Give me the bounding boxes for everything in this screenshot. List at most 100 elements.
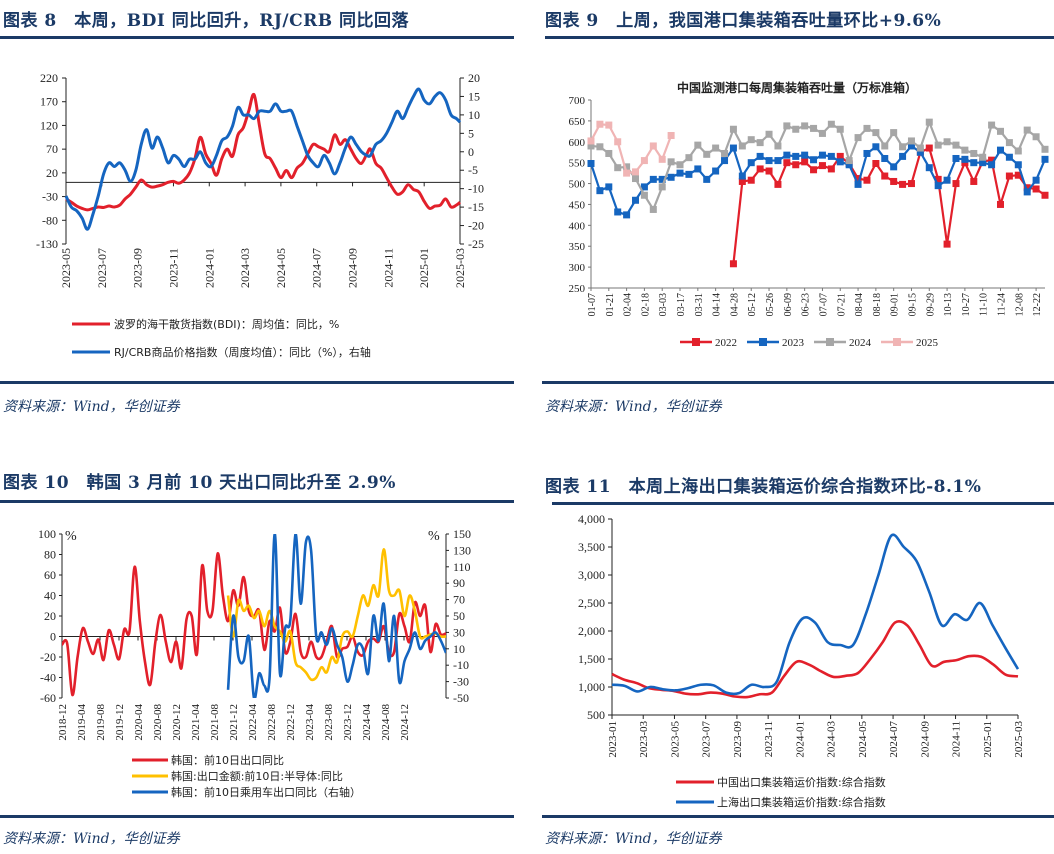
series-marker-2025	[596, 120, 604, 128]
series-marker-2023	[729, 144, 737, 152]
x-tick-label: 2024-07	[888, 721, 900, 758]
series-marker-2023	[988, 161, 996, 169]
right-tick-label: 5	[468, 126, 474, 140]
y-tick-label: 400	[569, 220, 586, 232]
series-marker-2022	[872, 160, 880, 168]
x-tick-label: 2024-09	[919, 721, 931, 758]
figure-11-title-rule	[552, 502, 1054, 505]
x-tick-label: 2024-01	[794, 721, 806, 758]
series-marker-2023	[685, 170, 693, 178]
right-tick-label: 70	[453, 593, 465, 607]
x-tick-label: 2024-03	[238, 248, 252, 288]
series-marker-2023	[952, 154, 960, 162]
series-marker-2022	[952, 180, 960, 188]
series-marker-2024	[667, 158, 675, 166]
left-tick-label: 100	[38, 527, 56, 541]
right-tick-label: -10	[453, 658, 469, 672]
x-tick-label: 12-22	[1032, 293, 1043, 316]
series-marker-2023	[810, 156, 818, 164]
series-marker-2023	[1005, 153, 1013, 161]
x-tick-label: 2023-05	[669, 721, 681, 758]
series-marker-2023	[605, 183, 613, 191]
left-tick-label: -60	[40, 691, 56, 705]
figure-8-chart: -130 -80 -30 20 70 120 170 220 -25 -20 -15 -10 -5 0 5 1…	[36, 71, 484, 288]
series-marker-2022	[783, 159, 791, 167]
x-tick-label: 2025-01	[417, 248, 431, 288]
legend-label: 2022	[715, 337, 737, 349]
series-line-2025	[590, 123, 673, 175]
legend-label: 韩国:出口金额:前10日:半导体:同比	[171, 769, 343, 783]
series-marker-2024	[729, 125, 737, 133]
figure-10-footer-rule	[0, 815, 514, 818]
right-tick-label: -30	[453, 675, 469, 689]
series-marker-2023	[836, 158, 844, 166]
series-marker-2022	[774, 180, 782, 188]
right-tick-label: 130	[453, 543, 471, 557]
right-tick-label: -10	[468, 182, 484, 196]
series-marker-2024	[1005, 139, 1013, 147]
x-tick-label: 06-09	[783, 293, 794, 316]
chart-title: 中国监测港口每周集装箱吞吐量（万标准箱）	[677, 80, 917, 95]
series-marker-2022	[810, 166, 818, 174]
right-tick-label: 0	[468, 145, 474, 159]
series-marker-2023	[623, 211, 631, 219]
series-marker-2024	[756, 139, 764, 147]
series-marker-2022	[818, 162, 826, 170]
series-marker-2024	[703, 150, 711, 158]
series-marker-2022	[756, 165, 764, 173]
series-marker-2023	[649, 175, 657, 183]
series-marker-2023	[881, 154, 889, 162]
series-marker-2024	[685, 154, 693, 162]
series-marker-2022	[925, 144, 933, 152]
left-tick-label: 20	[44, 609, 56, 623]
x-tick-label: 09-15	[907, 293, 918, 316]
series-marker-2023	[1014, 161, 1022, 169]
legend-swatch-marker	[759, 338, 767, 346]
y-tick-label: 2,000	[578, 624, 605, 638]
series-marker-2024	[694, 141, 702, 149]
series-marker-2024	[640, 191, 648, 199]
series-marker-2023	[747, 159, 755, 167]
panel-figure-11: 图表 11 本周上海出口集装箱运价综合指数环比-8.1% 500 1,000 1,5…	[540, 460, 1054, 854]
series-marker-2024	[988, 121, 996, 129]
figure-10-title: 图表 10 韩国 3 月前 10 天出口同比升至 2.9%	[3, 473, 396, 493]
legend-label: 波罗的海干散货指数(BDI)：周均值：同比，%	[114, 317, 339, 331]
series-marker-2022	[1014, 171, 1022, 179]
series-marker-2023	[596, 187, 604, 195]
series-marker-2023	[961, 155, 969, 163]
series-marker-2024	[721, 149, 729, 157]
x-tick-label: 08-18	[872, 293, 883, 316]
series-marker-2022	[854, 175, 862, 183]
figure-10-source: 资料来源：Wind，华创证券	[3, 831, 180, 847]
legend-label: 2025	[916, 337, 939, 349]
x-tick-label: 08-04	[854, 293, 865, 316]
series-marker-2023	[765, 157, 773, 165]
left-tick-label: 120	[40, 118, 58, 132]
series-line-semiconductor	[226, 548, 446, 682]
x-tick-label: 2023-07	[95, 248, 109, 288]
series-marker-2023	[854, 180, 862, 188]
x-tick-label: 11-10	[979, 293, 990, 316]
series-marker-2024	[801, 122, 809, 130]
series-marker-2024	[952, 141, 960, 149]
series-line-2024	[590, 118, 1046, 212]
series-marker-2023	[970, 159, 978, 167]
series-marker-2024	[792, 125, 800, 133]
series-marker-2023	[916, 148, 924, 156]
right-tick-label: 10	[453, 642, 465, 656]
figure-9-title: 图表 9 上周，我国港口集装箱吞吐量环比+9.6%	[545, 11, 942, 31]
y-tick-label: 4,000	[578, 512, 605, 526]
series-marker-2022	[943, 240, 951, 248]
x-tick-label: 2023-09	[131, 248, 145, 288]
series-marker-2023	[721, 157, 729, 165]
series-marker-2023	[801, 151, 809, 159]
series-marker-2022	[801, 158, 809, 166]
x-tick-label: 2019-08	[95, 704, 107, 741]
x-tick-label: 2022-04	[247, 704, 259, 741]
legend-label: 2024	[849, 337, 872, 349]
figure-11-source: 资料来源：Wind，华创证券	[545, 831, 722, 847]
figure-8-footer-rule	[0, 381, 514, 384]
series-marker-2024	[747, 136, 755, 144]
series-marker-2024	[632, 175, 640, 183]
series-line-rjcrb	[64, 87, 462, 231]
